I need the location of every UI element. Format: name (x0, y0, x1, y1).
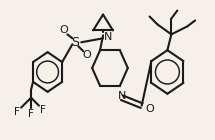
Text: S: S (71, 36, 79, 49)
Text: F: F (40, 105, 46, 115)
Text: F: F (28, 108, 34, 119)
Text: O: O (145, 104, 154, 114)
Text: F: F (14, 107, 20, 117)
Text: N: N (118, 91, 126, 101)
Text: O: O (59, 25, 68, 35)
Text: O: O (83, 50, 92, 60)
Text: N: N (104, 32, 112, 42)
